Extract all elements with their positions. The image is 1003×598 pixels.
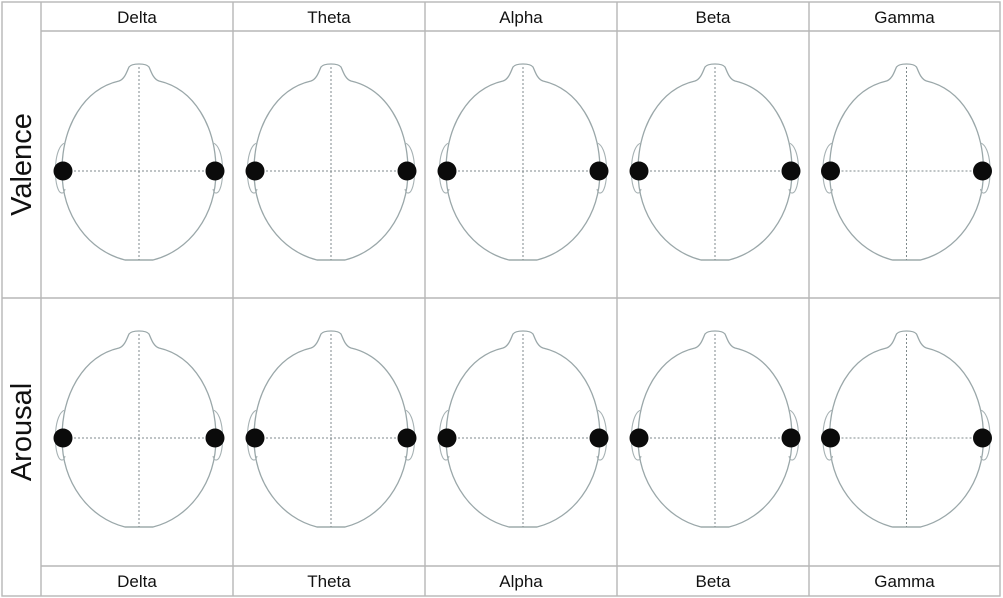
bottom-band-label: Delta	[117, 572, 157, 591]
head-outline	[445, 63, 601, 261]
head-outline	[61, 330, 217, 528]
electrode-right-temporal	[589, 161, 609, 181]
left-ear	[438, 142, 450, 194]
row-label-arousal: Arousal	[6, 383, 38, 481]
electrode-left-temporal	[53, 161, 73, 181]
head-map-valence-beta	[629, 63, 801, 261]
top-band-label: Delta	[117, 8, 157, 27]
left-ear	[246, 142, 258, 194]
head-map-valence-theta	[245, 63, 417, 261]
right-ear	[788, 142, 800, 194]
bottom-band-label: Theta	[307, 572, 351, 591]
head-map-valence-gamma	[821, 63, 992, 261]
head-maps	[53, 63, 992, 528]
head-outline	[253, 63, 409, 261]
top-band-label: Beta	[696, 8, 732, 27]
top-band-label: Alpha	[499, 8, 543, 27]
electrode-left-temporal	[437, 161, 457, 181]
electrode-left-temporal	[629, 428, 649, 448]
right-ear	[596, 142, 608, 194]
left-ear	[822, 142, 834, 194]
row-labels: Valence Arousal	[6, 113, 38, 481]
electrode-left-temporal	[437, 428, 457, 448]
left-ear	[54, 142, 66, 194]
electrode-right-temporal	[205, 428, 225, 448]
head-map-arousal-beta	[629, 330, 801, 528]
head-map-valence-delta	[53, 63, 225, 261]
electrode-right-temporal	[973, 161, 992, 181]
right-ear	[212, 409, 224, 461]
left-ear	[630, 142, 642, 194]
electrode-right-temporal	[397, 161, 417, 181]
electrode-left-temporal	[53, 428, 73, 448]
row-label-valence: Valence	[6, 113, 38, 216]
band-headers: Delta Theta Alpha Beta Gamma Delta Theta Alpha B…	[117, 8, 935, 591]
right-ear	[788, 409, 800, 461]
head-outline	[61, 63, 217, 261]
head-outline	[637, 63, 793, 261]
left-ear	[822, 409, 834, 461]
left-ear	[246, 409, 258, 461]
right-ear	[212, 142, 224, 194]
electrode-right-temporal	[973, 428, 992, 448]
electrode-right-temporal	[397, 428, 417, 448]
head-outline	[445, 330, 601, 528]
bottom-band-label: Beta	[696, 572, 732, 591]
head-outline	[828, 63, 985, 261]
head-map-arousal-theta	[245, 330, 417, 528]
head-map-arousal-alpha	[437, 330, 609, 528]
electrode-left-temporal	[821, 161, 840, 181]
electrode-left-temporal	[245, 161, 265, 181]
electrode-right-temporal	[781, 161, 801, 181]
electrode-left-temporal	[821, 428, 840, 448]
right-ear	[596, 409, 608, 461]
left-ear	[438, 409, 450, 461]
head-outline	[253, 330, 409, 528]
right-ear	[404, 409, 416, 461]
electrode-right-temporal	[205, 161, 225, 181]
left-ear	[630, 409, 642, 461]
left-ear	[54, 409, 66, 461]
head-outline	[828, 330, 985, 528]
bottom-band-label: Alpha	[499, 572, 543, 591]
right-ear	[979, 409, 991, 461]
head-outline	[637, 330, 793, 528]
electrode-left-temporal	[245, 428, 265, 448]
top-band-label: Gamma	[874, 8, 935, 27]
electrode-left-temporal	[629, 161, 649, 181]
head-map-arousal-gamma	[821, 330, 992, 528]
right-ear	[979, 142, 991, 194]
bottom-band-label: Gamma	[874, 572, 935, 591]
electrode-right-temporal	[589, 428, 609, 448]
head-map-arousal-delta	[53, 330, 225, 528]
head-map-valence-alpha	[437, 63, 609, 261]
top-band-label: Theta	[307, 8, 351, 27]
right-ear	[404, 142, 416, 194]
electrode-right-temporal	[781, 428, 801, 448]
